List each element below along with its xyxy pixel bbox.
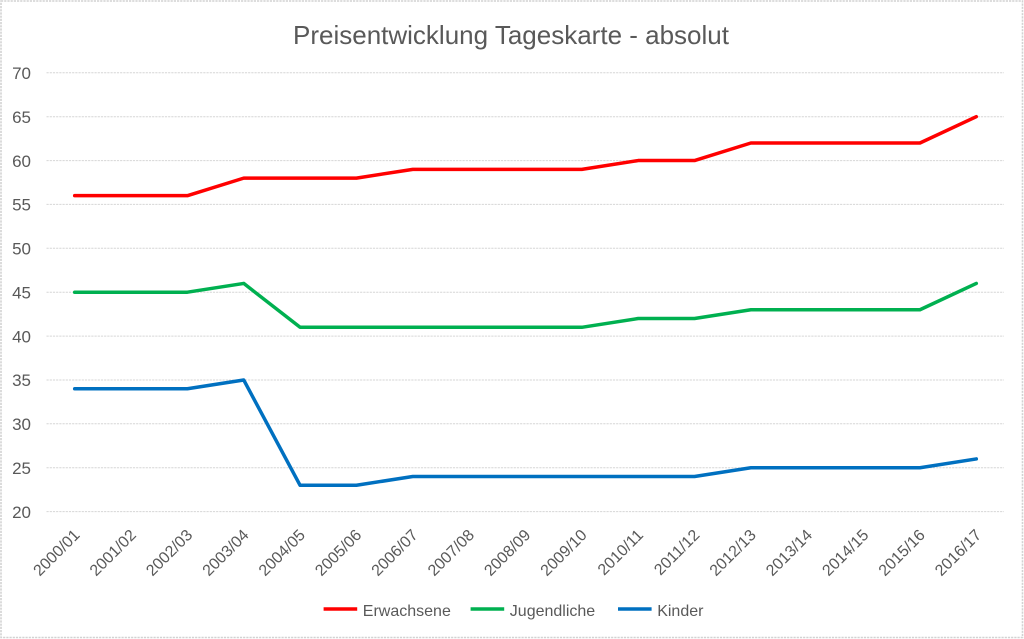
- svg-text:Jugendliche: Jugendliche: [510, 603, 596, 620]
- svg-text:60: 60: [12, 152, 31, 171]
- svg-text:Preisentwicklung Tageskarte -: Preisentwicklung Tageskarte - absolut: [293, 20, 730, 50]
- svg-text:Kinder: Kinder: [657, 603, 704, 620]
- svg-text:50: 50: [12, 240, 31, 259]
- svg-text:30: 30: [12, 415, 31, 434]
- svg-text:65: 65: [12, 108, 31, 127]
- svg-text:40: 40: [12, 327, 31, 346]
- svg-text:45: 45: [12, 283, 31, 302]
- svg-text:25: 25: [12, 459, 31, 478]
- svg-text:Erwachsene: Erwachsene: [363, 603, 451, 620]
- svg-text:35: 35: [12, 371, 31, 390]
- svg-text:55: 55: [12, 196, 31, 215]
- svg-text:20: 20: [12, 503, 31, 522]
- svg-text:70: 70: [12, 64, 31, 83]
